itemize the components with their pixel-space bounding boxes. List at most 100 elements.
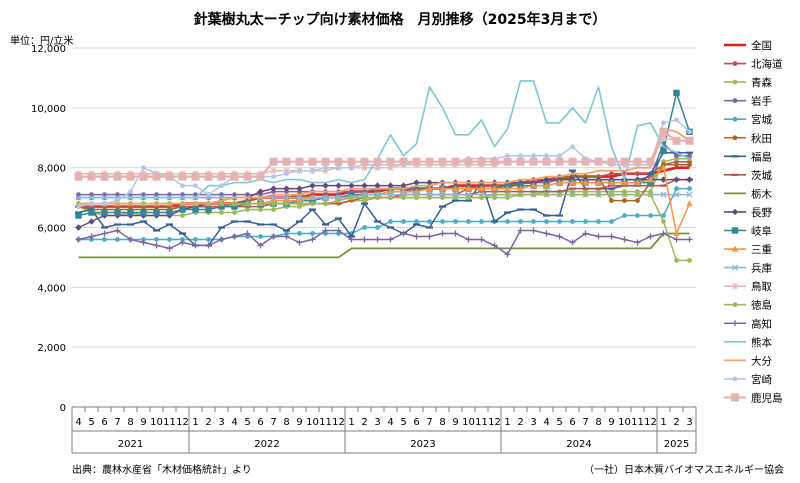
data-point — [88, 233, 95, 240]
data-point — [89, 201, 94, 206]
data-point — [621, 236, 628, 243]
x-tick-label: 2 — [517, 417, 523, 428]
data-point — [634, 239, 641, 246]
x-tick-label: 11 — [631, 417, 644, 428]
data-point — [206, 237, 211, 242]
data-point — [479, 195, 484, 200]
data-point — [647, 179, 654, 186]
data-point — [425, 157, 434, 166]
data-point — [401, 219, 406, 224]
legend-label: 三重 — [751, 243, 772, 256]
x-tick-label: 6 — [569, 417, 575, 428]
data-point — [635, 213, 640, 218]
data-point — [505, 192, 510, 197]
x-tick-label: 10 — [306, 417, 319, 428]
x-tick-label: 1 — [192, 417, 198, 428]
data-point — [100, 172, 109, 181]
data-point — [256, 172, 265, 181]
data-point — [349, 165, 354, 171]
data-point — [660, 164, 667, 171]
data-point — [673, 89, 680, 97]
data-point — [127, 236, 134, 243]
data-point — [426, 233, 433, 240]
series-layer — [74, 80, 694, 263]
data-point — [582, 230, 589, 237]
legend-label: 青森 — [751, 76, 772, 89]
data-point — [139, 172, 148, 181]
data-point — [153, 209, 160, 216]
x-tick-label: 4 — [543, 417, 549, 428]
data-point — [373, 157, 382, 166]
data-point — [295, 157, 304, 166]
legend-item: 宮城 — [724, 113, 772, 126]
data-point — [310, 231, 315, 236]
data-point — [219, 183, 224, 189]
data-point — [322, 227, 329, 234]
data-point — [674, 258, 679, 263]
data-point — [282, 157, 291, 166]
y-tick-label: 4,000 — [37, 283, 66, 294]
data-point — [478, 185, 485, 192]
data-point — [321, 157, 330, 166]
data-point — [635, 192, 640, 197]
data-point — [374, 236, 381, 243]
x-tick-label: 6 — [257, 417, 263, 428]
data-point — [531, 153, 536, 159]
legend-label: 岐阜 — [751, 225, 772, 238]
data-point — [271, 201, 276, 206]
data-point — [193, 183, 198, 189]
data-point — [113, 172, 122, 181]
data-point — [348, 236, 355, 243]
data-point — [557, 219, 562, 224]
x-tick-label: 4 — [75, 417, 81, 428]
legend-label: 鳥取 — [751, 280, 772, 293]
data-point — [232, 201, 237, 206]
data-point — [335, 227, 342, 234]
data-point — [386, 157, 395, 166]
y-tick-label: 6,000 — [37, 224, 66, 235]
legend-item: 北海道 — [724, 58, 783, 71]
x-tick-label: 9 — [452, 417, 458, 428]
data-point — [596, 219, 601, 224]
data-point — [283, 194, 290, 201]
legend-label: 岩手 — [751, 95, 772, 108]
data-point — [530, 227, 537, 234]
data-point — [115, 198, 120, 203]
legend-label: 宮城 — [751, 113, 772, 126]
data-point — [269, 157, 278, 166]
data-point — [531, 192, 536, 197]
legend-swatch-marker — [732, 320, 738, 327]
data-point — [673, 230, 680, 237]
data-point — [179, 206, 186, 213]
x-tick-label: 5 — [556, 417, 562, 428]
legend-swatch-marker — [731, 245, 739, 252]
data-point — [672, 136, 681, 145]
data-point — [115, 237, 120, 242]
data-point — [336, 165, 341, 171]
legend-label: 秋田 — [751, 132, 772, 145]
data-point — [673, 191, 680, 198]
data-point — [218, 236, 225, 243]
data-point — [400, 230, 407, 237]
data-point — [231, 203, 238, 210]
data-point — [296, 194, 303, 201]
y-tick-label: 2,000 — [37, 343, 66, 354]
legend-label: 宮崎 — [751, 373, 772, 386]
legend-item: 鳥取 — [724, 280, 772, 293]
data-point — [661, 219, 666, 224]
data-point — [387, 182, 394, 189]
legend-label: 徳島 — [751, 299, 772, 312]
data-point — [594, 157, 603, 166]
data-point — [336, 198, 341, 203]
data-point — [622, 213, 627, 218]
data-point — [296, 239, 303, 246]
data-point — [466, 195, 471, 200]
legend-swatch-marker — [731, 264, 739, 271]
x-tick-label: 12 — [644, 417, 657, 428]
legend-item: 徳島 — [724, 299, 772, 312]
legend-swatch-marker — [731, 227, 739, 234]
y-tick-label: 10,000 — [31, 104, 66, 115]
data-point — [361, 182, 368, 189]
